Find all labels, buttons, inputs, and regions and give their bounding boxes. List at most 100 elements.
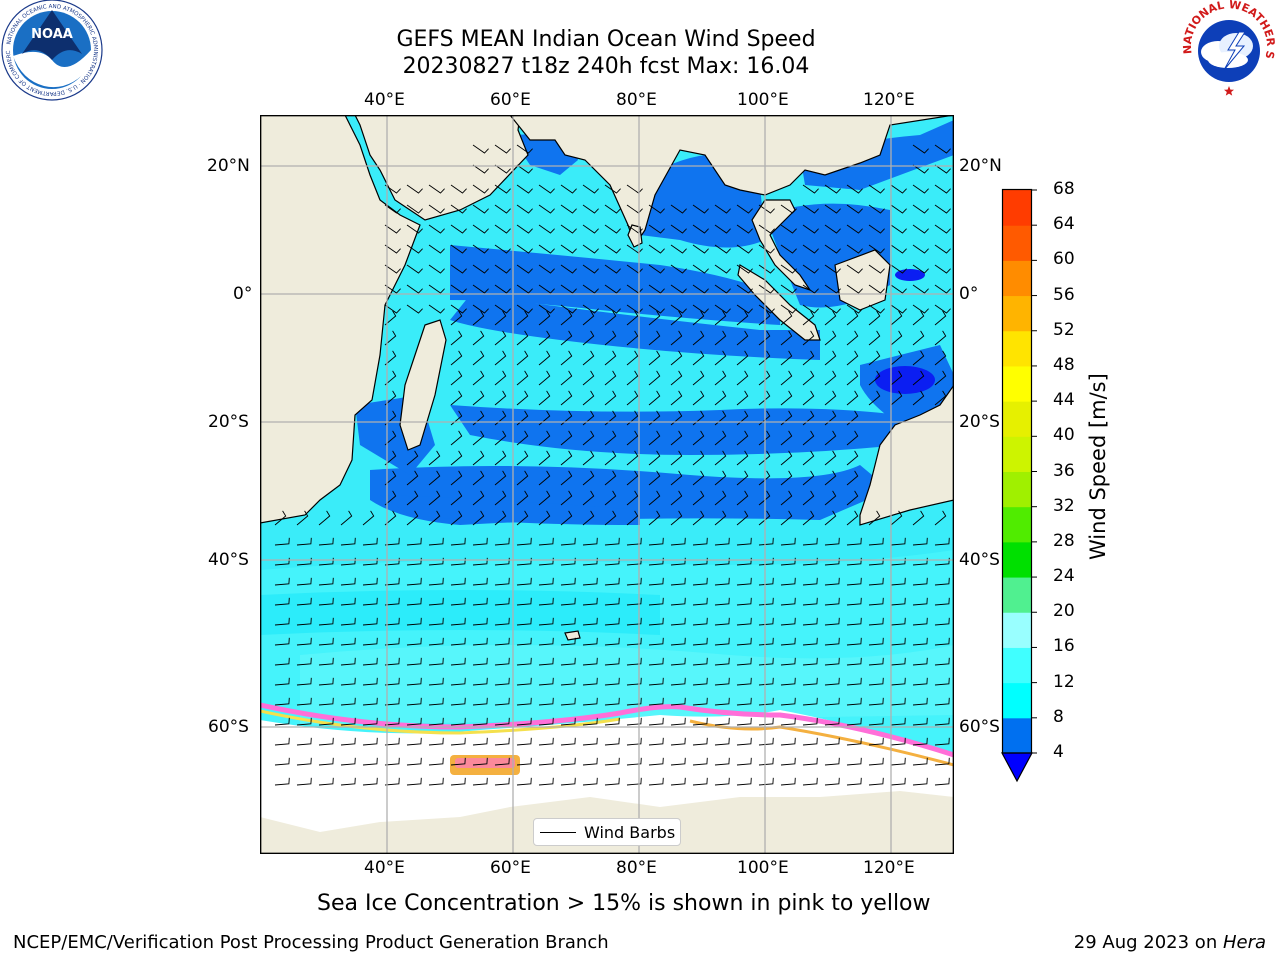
wind-barb (824, 244, 841, 254)
colorbar-cell (1003, 506, 1031, 543)
wind-barb (516, 597, 532, 606)
wind-barb (428, 510, 441, 526)
wind-barb (802, 350, 815, 366)
wind-barb (846, 617, 862, 626)
wind-barb (758, 490, 771, 506)
wind-barb (560, 597, 576, 606)
wind-barb (318, 737, 334, 746)
wind-barb (846, 204, 863, 214)
wind-barb (648, 657, 664, 666)
wind-barb (692, 577, 708, 586)
wind-barb (692, 204, 709, 214)
lon-bottom-label: 80°E (616, 858, 657, 878)
wind-barb (714, 777, 730, 786)
wind-barb (934, 224, 951, 234)
wind-barb (384, 697, 400, 706)
wind-barb (846, 184, 863, 194)
wind-barb (538, 264, 555, 274)
wind-barb (868, 184, 885, 194)
wind-barb (604, 244, 621, 254)
wind-barb (362, 677, 378, 686)
wind-barb (758, 390, 771, 406)
wind-barbs-legend: Wind Barbs (533, 818, 681, 846)
wind-barb (648, 244, 665, 254)
wind-barb (560, 737, 576, 746)
wind-barb (538, 390, 551, 406)
wind-barb (560, 310, 573, 326)
wind-barb (846, 737, 862, 746)
wind-barb (802, 244, 819, 254)
wind-barb (802, 370, 815, 386)
wind-barb (868, 637, 884, 646)
wind-barb (714, 304, 731, 314)
wind-barb (824, 597, 840, 606)
wind-barb (626, 350, 639, 366)
wind-barb (758, 470, 771, 486)
wind-barb (626, 450, 639, 466)
wind-barb (340, 577, 356, 586)
wind-barb (450, 310, 463, 326)
wind-barb (670, 310, 683, 326)
lat-left-label: 60°S (208, 717, 249, 737)
wind-barb (736, 697, 752, 706)
wind-barb (494, 430, 507, 446)
colorbar-tick-label: 20 (1053, 601, 1075, 622)
wind-barb (780, 657, 796, 666)
wind-barb (494, 677, 510, 686)
wind-barb (714, 717, 730, 726)
wind-barb (538, 470, 551, 486)
wind-barb (780, 370, 793, 386)
wind-barb (648, 450, 661, 466)
wind-barb (582, 244, 599, 254)
wind-barb (846, 284, 863, 294)
wind-barb (538, 577, 554, 586)
wind-barb (736, 310, 749, 326)
wind-barb (274, 597, 290, 606)
wind-barb (868, 717, 884, 726)
wind-barb (560, 637, 576, 646)
wind-barb (604, 637, 620, 646)
wind-barb (494, 490, 507, 506)
wind-barb (934, 777, 950, 786)
wind-barb (868, 577, 884, 586)
wind-barb (560, 717, 576, 726)
wind-barb (450, 757, 466, 766)
wind-barb (758, 304, 775, 314)
wind-barb (890, 304, 907, 314)
wind-barb (274, 617, 290, 626)
wind-barb (846, 537, 862, 546)
wind-barb (538, 617, 554, 626)
wind-barb (494, 144, 511, 154)
wind-barb (384, 450, 397, 466)
wind-barb (802, 657, 818, 666)
wind-barb (780, 637, 796, 646)
colorbar-cell (1003, 330, 1031, 367)
wind-barb (758, 597, 774, 606)
wind-barb (538, 597, 554, 606)
wind-barb (648, 677, 664, 686)
wind-barb (538, 224, 555, 234)
wind-barb (670, 330, 683, 346)
wind-barb (494, 304, 511, 314)
wind-barb (626, 597, 642, 606)
footer-date-text: 29 Aug 2023 on (1073, 932, 1223, 953)
wind-barb (516, 304, 533, 314)
wind-barb (714, 737, 730, 746)
wind-barb (846, 657, 862, 666)
wind-barb (934, 184, 951, 194)
wind-barb (824, 470, 837, 486)
wind-barb (428, 577, 444, 586)
wind-barb (582, 757, 598, 766)
wind-barb (560, 224, 577, 234)
footer-date: 29 Aug 2023 on Hera (1074, 932, 1266, 953)
wind-barb (824, 697, 840, 706)
wind-barb (274, 510, 287, 526)
colorbar-tick-label: 64 (1053, 214, 1075, 235)
wind-barb (714, 677, 730, 686)
wind-barb (714, 637, 730, 646)
wind-barb (868, 264, 885, 274)
wind-barb (758, 430, 771, 446)
wind-barb (560, 304, 577, 314)
wind-barb (340, 597, 356, 606)
wind-barb (472, 737, 488, 746)
